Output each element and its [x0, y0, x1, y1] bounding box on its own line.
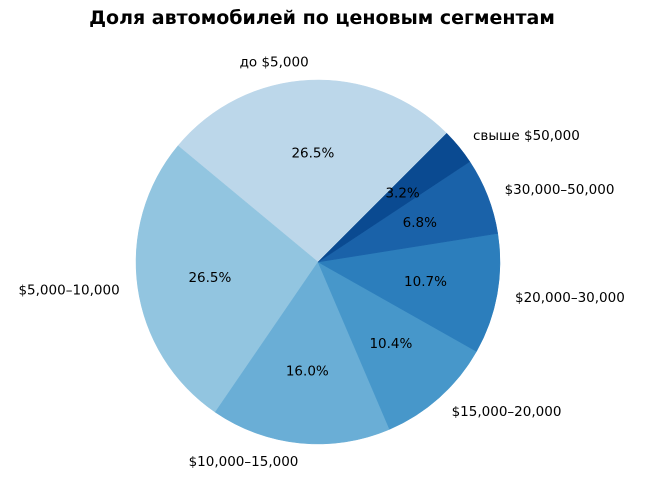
- slice-category-label-4: $20,000–30,000: [515, 290, 625, 306]
- slice-percent-label-1: 26.5%: [188, 270, 231, 286]
- slice-category-label-1: $5,000–10,000: [18, 282, 119, 298]
- chart-title: Доля автомобилей по ценовым сегментам: [89, 7, 555, 29]
- slice-category-label-2: $10,000–15,000: [189, 454, 299, 470]
- slice-percent-label-0: 26.5%: [291, 146, 334, 162]
- pie-slice-1: [135, 145, 319, 413]
- pie-slice-2: [214, 261, 390, 445]
- slice-category-label-0: до $5,000: [240, 55, 309, 71]
- slice-category-label-5: $30,000–50,000: [505, 182, 615, 198]
- pie-slice-4: [317, 233, 501, 352]
- pie-slice-3: [317, 261, 477, 430]
- slice-category-label-6: свыше $50,000: [473, 128, 580, 144]
- slice-percent-label-4: 10.7%: [404, 274, 447, 290]
- slice-percent-label-2: 16.0%: [286, 363, 329, 379]
- slice-percent-label-6: 3.2%: [385, 186, 419, 202]
- pie-slice-0: [177, 79, 448, 263]
- pie-slice-6: [317, 132, 471, 263]
- slice-percent-label-3: 10.4%: [369, 336, 412, 352]
- slice-category-label-3: $15,000–20,000: [452, 404, 562, 420]
- slice-percent-label-5: 6.8%: [403, 215, 437, 231]
